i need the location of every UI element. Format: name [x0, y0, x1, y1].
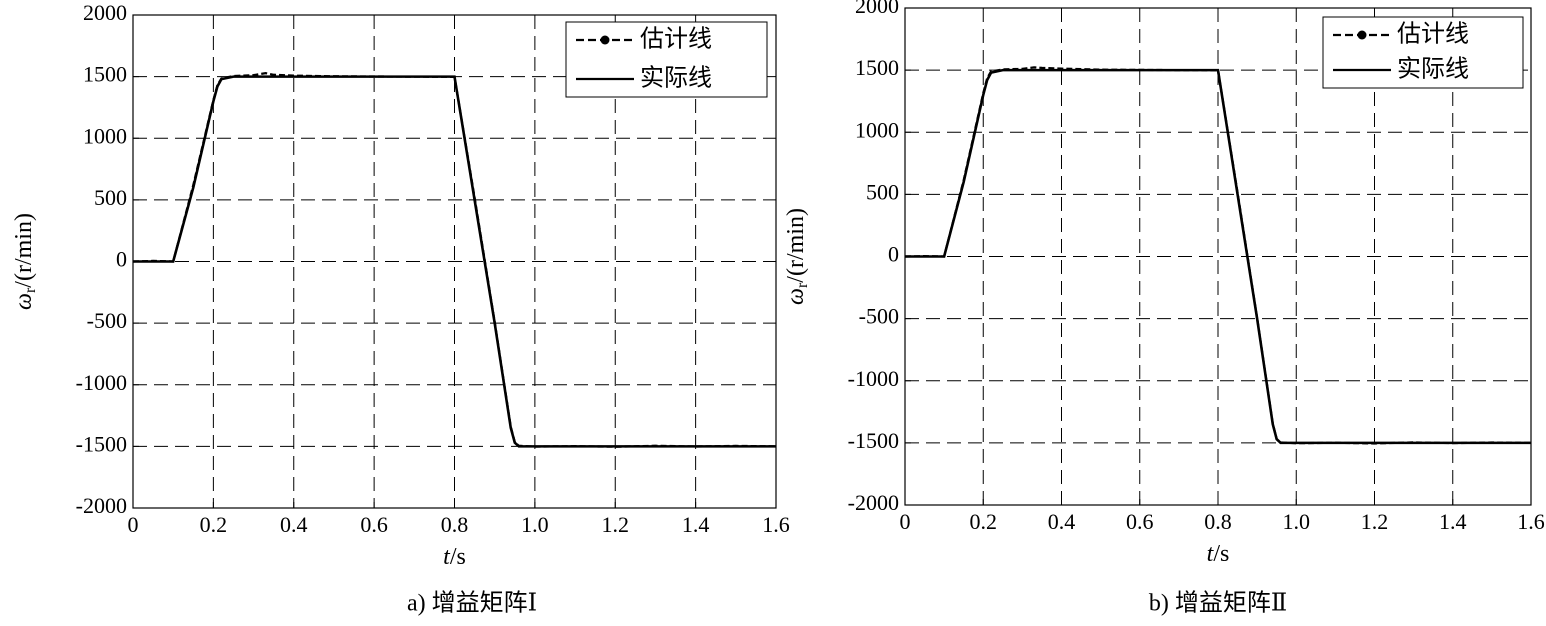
x-label-symbol: t: [1207, 541, 1215, 567]
x-tick-label: 1.2: [602, 512, 630, 537]
y-label-unit: /(r/min): [783, 208, 809, 283]
y-tick-label: 500: [94, 185, 127, 210]
y-axis-label: ωr/(r/min): [11, 213, 39, 310]
caption: b) 增益矩阵Ⅱ: [1149, 590, 1287, 617]
y-tick-label: -2000: [848, 490, 899, 515]
y-tick-label: 0: [888, 242, 899, 267]
x-axis-label: t/s: [443, 544, 466, 570]
legend-marker: [600, 35, 610, 45]
x-tick-label: 1.6: [762, 512, 790, 537]
legend-label: 估计线: [1397, 21, 1469, 48]
y-tick-label: -1500: [848, 428, 899, 453]
y-label-subscript: r: [794, 282, 811, 288]
x-tick-label: 0.8: [441, 512, 469, 537]
x-axis-label: t/s: [1207, 541, 1230, 567]
x-tick-label: 0: [128, 512, 139, 537]
y-tick-label: -500: [87, 308, 127, 333]
legend-marker: [1357, 30, 1367, 40]
y-tick-label: -1000: [848, 366, 899, 391]
series-line: [904, 66, 1532, 445]
legend-box: [565, 21, 768, 98]
x-label-symbol: t: [443, 544, 451, 570]
y-axis-label: ωr/(r/min): [783, 208, 811, 305]
y-tick-label: 0: [116, 247, 127, 272]
y-tick-label: -2000: [76, 493, 127, 518]
x-tick-label: 0.8: [1204, 509, 1232, 534]
x-tick-label: 1.4: [1439, 509, 1467, 534]
x-tick-label: 1.6: [1517, 509, 1545, 534]
caption: a) 增益矩阵Ⅰ: [407, 590, 537, 617]
legend-label: 估计线: [640, 26, 712, 53]
x-label-unit: /s: [1213, 541, 1229, 567]
y-tick-label: 1000: [855, 117, 899, 142]
x-tick-label: 0.6: [360, 512, 388, 537]
subplot: -2000 -1500 -1000 -500 0 500 1000 1500 2000 0 0.2 0…: [11, 0, 790, 616]
x-tick-label: 0.2: [200, 512, 228, 537]
y-label-symbol: ω: [783, 288, 809, 305]
x-tick-label: 0.2: [970, 509, 998, 534]
x-tick-label: 1.0: [521, 512, 549, 537]
subplot: -2000 -1500 -1000 -500 0 500 1000 1500 2000 0 0.2 0…: [783, 0, 1545, 617]
y-tick-label: -1500: [76, 431, 127, 456]
y-tick-label: -1000: [76, 370, 127, 395]
x-tick-label: 1.4: [682, 512, 710, 537]
x-label-unit: /s: [450, 544, 466, 570]
x-tick-label: 1.0: [1283, 509, 1311, 534]
legend-box: [1322, 16, 1524, 89]
y-tick-label: 1500: [83, 62, 127, 87]
y-label-unit: /(r/min): [11, 213, 37, 288]
y-label-symbol: ω: [11, 293, 37, 310]
y-tick-label: 1000: [83, 123, 127, 148]
y-tick-label: 2000: [83, 0, 127, 25]
x-tick-label: 0.4: [280, 512, 308, 537]
x-tick-label: 0: [900, 509, 911, 534]
x-tick-label: 1.2: [1361, 509, 1389, 534]
y-label-subscript: r: [22, 287, 39, 293]
legend-label: 实际线: [1397, 56, 1469, 83]
series-line: [133, 75, 776, 448]
y-tick-label: 1500: [855, 55, 899, 80]
x-tick-label: 0.6: [1126, 509, 1154, 534]
legend-label: 实际线: [640, 65, 712, 92]
x-tick-label: 0.4: [1048, 509, 1076, 534]
y-tick-label: -500: [859, 304, 899, 329]
y-tick-label: 2000: [855, 0, 899, 18]
y-tick-label: 500: [866, 179, 899, 204]
